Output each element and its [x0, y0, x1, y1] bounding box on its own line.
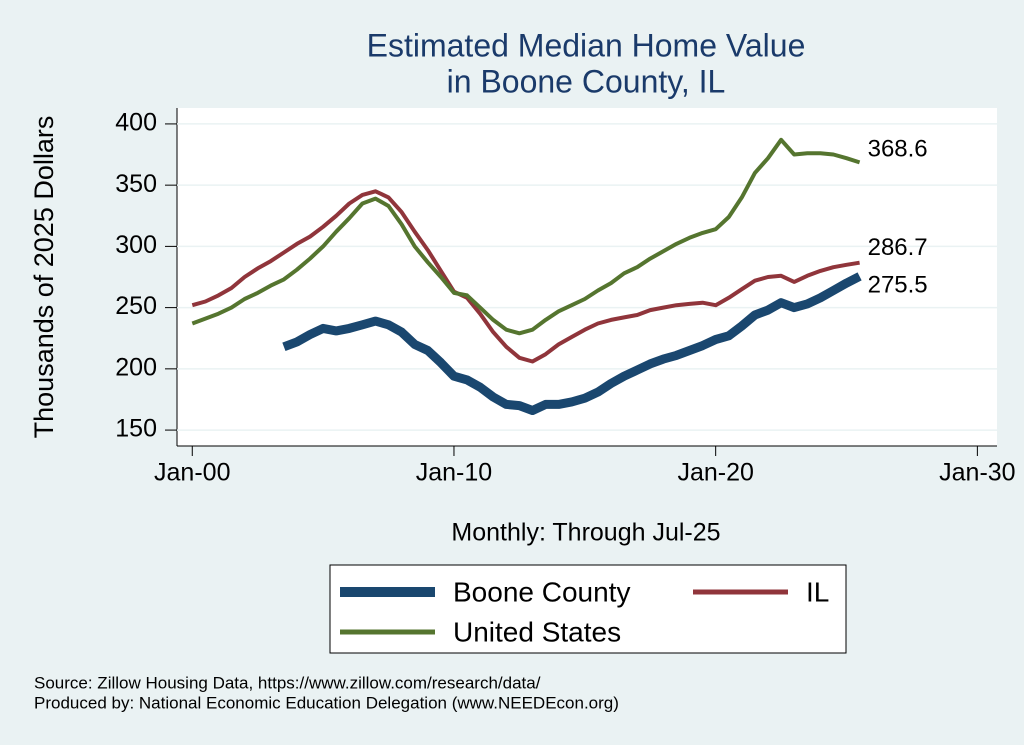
x-tick-label: Jan-30: [939, 459, 1015, 487]
end-label: 368.6: [868, 136, 928, 163]
y-tick-label: 250: [115, 292, 157, 320]
y-tick-label: 200: [115, 353, 157, 381]
chart-title: Estimated Median Home Value: [367, 27, 806, 63]
end-label: 275.5: [868, 272, 928, 299]
chart-title: in Boone County, IL: [447, 63, 726, 99]
x-tick-label: Jan-00: [154, 459, 230, 487]
source-note: Source: Zillow Housing Data, https://www…: [34, 673, 541, 692]
legend-label: IL: [806, 576, 829, 607]
y-axis-label: Thousands of 2025 Dollars: [29, 116, 59, 439]
y-tick-label: 350: [115, 170, 157, 198]
y-tick-label: 400: [115, 109, 157, 137]
y-tick-label: 150: [115, 415, 157, 443]
plot-area: [177, 108, 997, 446]
x-axis-label: Monthly: Through Jul-25: [451, 519, 720, 547]
series-line: [191, 137, 861, 336]
legend: [329, 564, 847, 654]
series-line: [191, 189, 860, 364]
end-label: 286.7: [868, 234, 928, 261]
x-tick-label: Jan-10: [416, 459, 492, 487]
series-line: [282, 272, 862, 415]
x-tick-label: Jan-20: [677, 459, 753, 487]
legend-label: Boone County: [453, 576, 630, 607]
legend-label: United States: [453, 616, 621, 647]
y-tick-label: 300: [115, 231, 157, 259]
source-note: Produced by: National Economic Education…: [34, 693, 619, 712]
